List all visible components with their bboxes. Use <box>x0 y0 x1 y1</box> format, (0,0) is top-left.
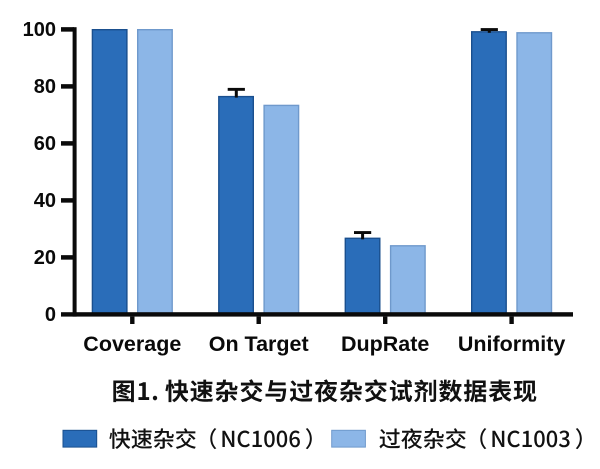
svg-text:40: 40 <box>34 190 56 212</box>
svg-text:100: 100 <box>23 19 56 41</box>
svg-text:60: 60 <box>34 133 56 155</box>
svg-text:20: 20 <box>34 247 56 269</box>
svg-text:DupRate: DupRate <box>341 332 429 356</box>
svg-text:Uniformity: Uniformity <box>458 332 566 356</box>
svg-text:80: 80 <box>34 76 56 98</box>
svg-text:0: 0 <box>45 304 56 326</box>
svg-text:Coverage: Coverage <box>83 332 181 356</box>
svg-text:On Target: On Target <box>209 332 309 356</box>
